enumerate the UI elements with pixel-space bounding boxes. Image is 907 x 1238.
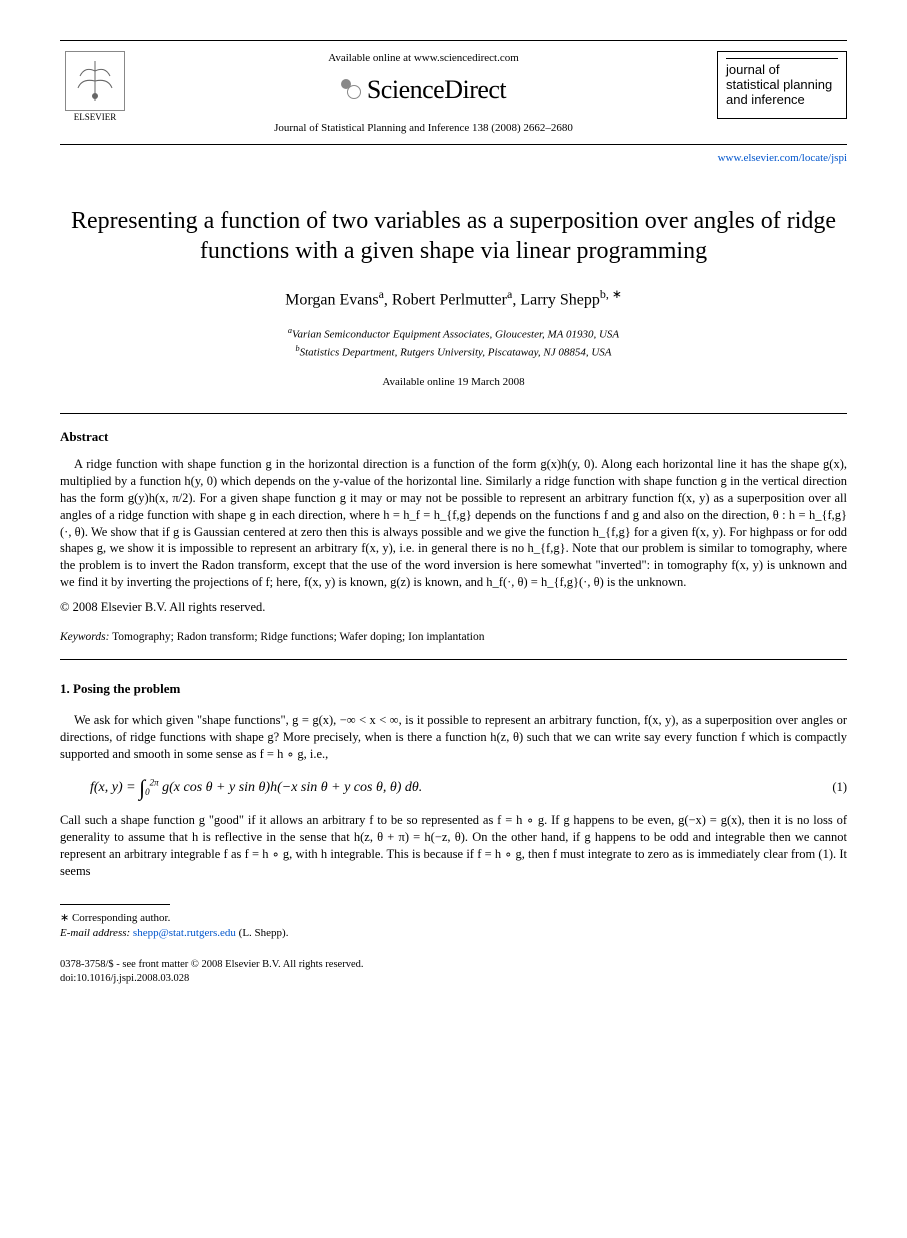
author-name: Larry Shepp [520, 291, 600, 308]
journal-title-box: journal of statistical planning and infe… [717, 51, 847, 119]
abstract-heading: Abstract [60, 428, 847, 446]
email-label: E-mail address: [60, 927, 130, 939]
affiliations: aVarian Semiconductor Equipment Associat… [60, 325, 847, 361]
journal-reference: Journal of Statistical Planning and Infe… [130, 121, 717, 136]
section-1-heading: 1. Posing the problem [60, 680, 847, 698]
abstract-body: A ridge function with shape function g i… [60, 456, 847, 591]
elsevier-logo: ELSEVIER [60, 51, 130, 123]
author-name: Robert Perlmutter [392, 291, 507, 308]
author-affil-sup: b, ∗ [600, 287, 622, 301]
corresponding-author-note: ∗ Corresponding author. [60, 911, 847, 926]
equation-1: f(x, y) = ∫02π g(x cos θ + y sin θ)h(−x … [90, 773, 832, 803]
elsevier-label: ELSEVIER [74, 112, 117, 122]
equation-1-row: f(x, y) = ∫02π g(x cos θ + y sin θ)h(−x … [90, 773, 847, 803]
keywords-label: Keywords: [60, 631, 109, 643]
sciencedirect-text: ScienceDirect [367, 72, 506, 107]
author-name: Morgan Evans [285, 291, 378, 308]
keywords-text: Tomography; Radon transform; Ridge funct… [109, 631, 484, 643]
email-suffix: (L. Shepp). [236, 927, 289, 939]
footnote-rule [60, 904, 170, 905]
divider [60, 659, 847, 660]
locate-link[interactable]: www.elsevier.com/locate/jspi [60, 151, 847, 166]
footer-line-1: 0378-3758/$ - see front matter © 2008 El… [60, 958, 847, 972]
footer-doi: doi:10.1016/j.jspi.2008.03.028 [60, 972, 847, 986]
page-header: ELSEVIER Available online at www.science… [60, 40, 847, 145]
abstract-copyright: © 2008 Elsevier B.V. All rights reserved… [60, 599, 847, 616]
authors-line: Morgan Evansa, Robert Perlmuttera, Larry… [60, 286, 847, 311]
affiliation-a: Varian Semiconductor Equipment Associate… [292, 328, 619, 340]
equation-1-number: (1) [832, 779, 847, 796]
page-footer: 0378-3758/$ - see front matter © 2008 El… [60, 958, 847, 986]
journal-box-line: journal of [726, 63, 838, 78]
article-title: Representing a function of two variables… [60, 206, 847, 266]
email-link[interactable]: shepp@stat.rutgers.edu [133, 927, 236, 939]
header-center: Available online at www.sciencedirect.co… [130, 51, 717, 136]
sciencedirect-icon [341, 79, 361, 99]
divider [60, 413, 847, 414]
journal-box-line: and inference [726, 93, 838, 108]
keywords-line: Keywords: Tomography; Radon transform; R… [60, 630, 847, 646]
sciencedirect-logo: ScienceDirect [130, 72, 717, 107]
available-online-text: Available online at www.sciencedirect.co… [130, 51, 717, 66]
elsevier-tree-icon [65, 51, 125, 111]
section-1-para-2: Call such a shape function g "good" if i… [60, 812, 847, 880]
available-date: Available online 19 March 2008 [60, 375, 847, 390]
section-1-para-1: We ask for which given "shape functions"… [60, 712, 847, 763]
journal-box-line: statistical planning [726, 78, 838, 93]
abstract-text: A ridge function with shape function g i… [60, 456, 847, 591]
footnotes: ∗ Corresponding author. E-mail address: … [60, 911, 847, 942]
affiliation-b: Statistics Department, Rutgers Universit… [300, 346, 612, 358]
